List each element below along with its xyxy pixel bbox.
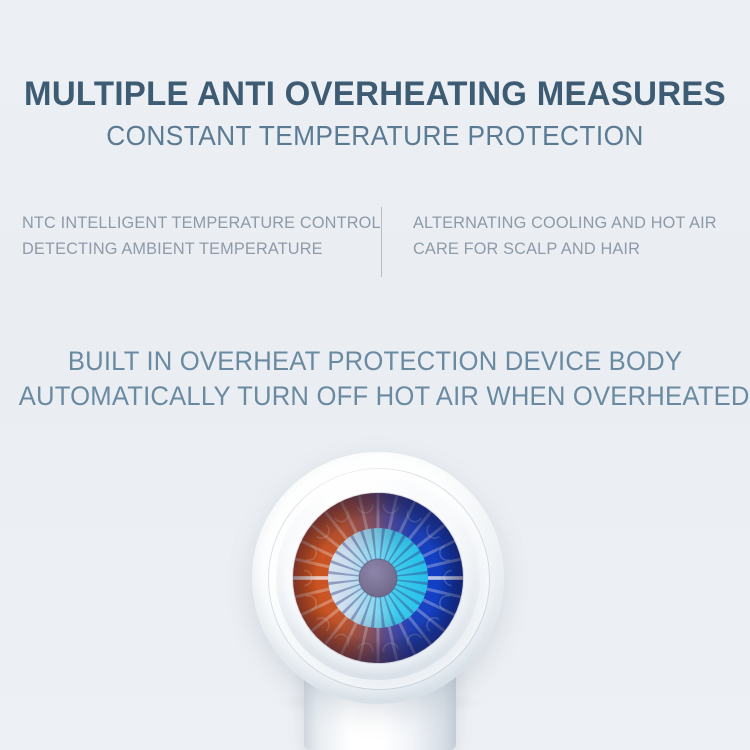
fan-hub: [359, 559, 397, 597]
dryer-handle: [304, 636, 456, 750]
feature-divider: [381, 207, 382, 277]
dryer-head-groove: [268, 468, 490, 690]
dryer-head-outer-ring: [252, 452, 504, 704]
statement-line-1: BUILT IN OVERHEAT PROTECTION DEVICE BODY: [67, 346, 683, 376]
dryer-head-bezel: [276, 476, 480, 680]
feature-right-line-2: CARE FOR SCALP AND HAIR: [413, 239, 641, 258]
fan-inner-blades: [327, 527, 429, 629]
feature-strip: NTC INTELLIGENT TEMPERATURE CONTROL DETE…: [22, 207, 728, 280]
fan-rim-scallops: [304, 504, 452, 652]
fan-outer-blades: [292, 492, 464, 664]
headline-main: MULTIPLE ANTI OVERHEATING MEASURES: [24, 75, 726, 113]
feature-column-left: NTC INTELLIGENT TEMPERATURE CONTROL DETE…: [22, 210, 381, 262]
feature-right-line-1: ALTERNATING COOLING AND HOT AIR: [413, 213, 717, 232]
fan-svg: [292, 492, 464, 664]
feature-column-right: ALTERNATING COOLING AND HOT AIR CARE FOR…: [413, 210, 743, 262]
fan-hub-ring: [358, 558, 398, 598]
headline-sub: CONSTANT TEMPERATURE PROTECTION: [106, 120, 644, 151]
dryer-head-highlight: [280, 439, 424, 533]
statement-line-2: AUTOMATICALLY TURN OFF HOT AIR WHEN OVER…: [18, 381, 750, 411]
dryer-fan-disc: [292, 492, 464, 664]
feature-left-line-1: NTC INTELLIGENT TEMPERATURE CONTROL: [22, 213, 381, 232]
dryer-handle-collar: [296, 628, 464, 668]
fan-inner-disc: [328, 528, 428, 628]
statement-block: BUILT IN OVERHEAT PROTECTION DEVICE BODY…: [0, 344, 750, 414]
feature-left-line-2: DETECTING AMBIENT TEMPERATURE: [22, 239, 323, 258]
headline-block: MULTIPLE ANTI OVERHEATING MEASURES CONST…: [0, 74, 750, 153]
product-shadow: [276, 690, 484, 716]
